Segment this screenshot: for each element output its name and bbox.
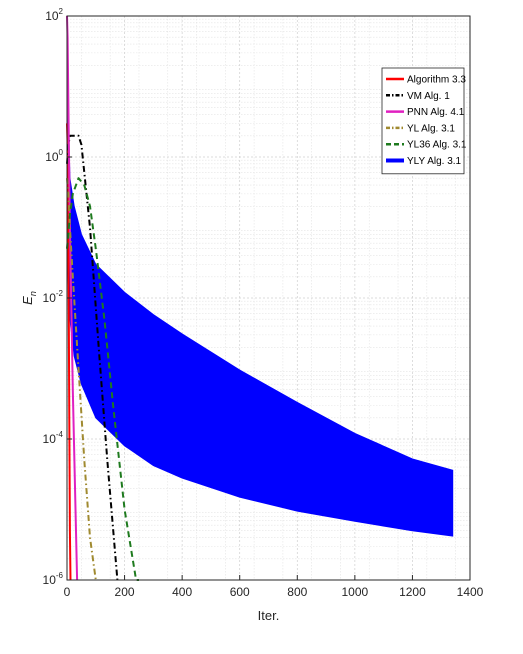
y-axis-label: En (20, 291, 38, 305)
y-tick-label: 10-2 (43, 289, 64, 305)
x-ticks: 0 200 400 600 800 1000 1200 1400 (64, 575, 484, 599)
y-tick-label: 10-4 (43, 430, 64, 446)
y-tick-exponent: 0 (59, 148, 64, 157)
y-tick-label: 10-6 (43, 571, 64, 587)
legend-label: YL Alg. 3.1 (407, 123, 455, 134)
x-tick-label: 600 (230, 585, 250, 599)
x-tick-label: 1400 (457, 585, 484, 599)
x-tick-label: 0 (64, 585, 71, 599)
legend-label: PNN Alg. 4.1 (407, 107, 465, 118)
series-line-4 (66, 177, 139, 581)
y-tick-label: 100 (45, 148, 63, 164)
y-axis-label-subscript: n (28, 291, 38, 296)
y-tick-base: 10 (43, 573, 57, 587)
legend-label: YL36 Alg. 3.1 (407, 140, 467, 151)
series-band-5 (66, 65, 454, 537)
y-tick-exponent: -6 (56, 571, 64, 580)
legend: Algorithm 3.3 VM Alg. 1 PNN Alg. 4.1 YL Alg… (381, 67, 467, 175)
y-tick-base: 10 (45, 9, 59, 23)
y-tick-exponent: -2 (56, 289, 64, 298)
legend-label: YLY Alg. 3.1 (407, 156, 462, 167)
y-tick-base: 10 (43, 291, 57, 305)
x-tick-label: 200 (115, 585, 135, 599)
x-tick-label: 400 (172, 585, 192, 599)
x-tick-label: 1000 (342, 585, 369, 599)
y-tick-base: 10 (45, 150, 59, 164)
y-tick-exponent: -4 (56, 430, 64, 439)
legend-box (381, 67, 465, 175)
y-tick-base: 10 (43, 432, 57, 446)
legend-label: Algorithm 3.3 (407, 75, 466, 86)
y-axis-label-main: E (20, 296, 35, 305)
x-axis-label: Iter. (258, 608, 280, 623)
legend-label: VM Alg. 1 (407, 91, 450, 102)
series-line-3 (66, 178, 97, 581)
x-tick-label: 800 (287, 585, 307, 599)
x-tick-label: 1200 (399, 585, 426, 599)
y-tick-exponent: 2 (59, 7, 64, 16)
y-tick-label: 102 (45, 7, 63, 23)
